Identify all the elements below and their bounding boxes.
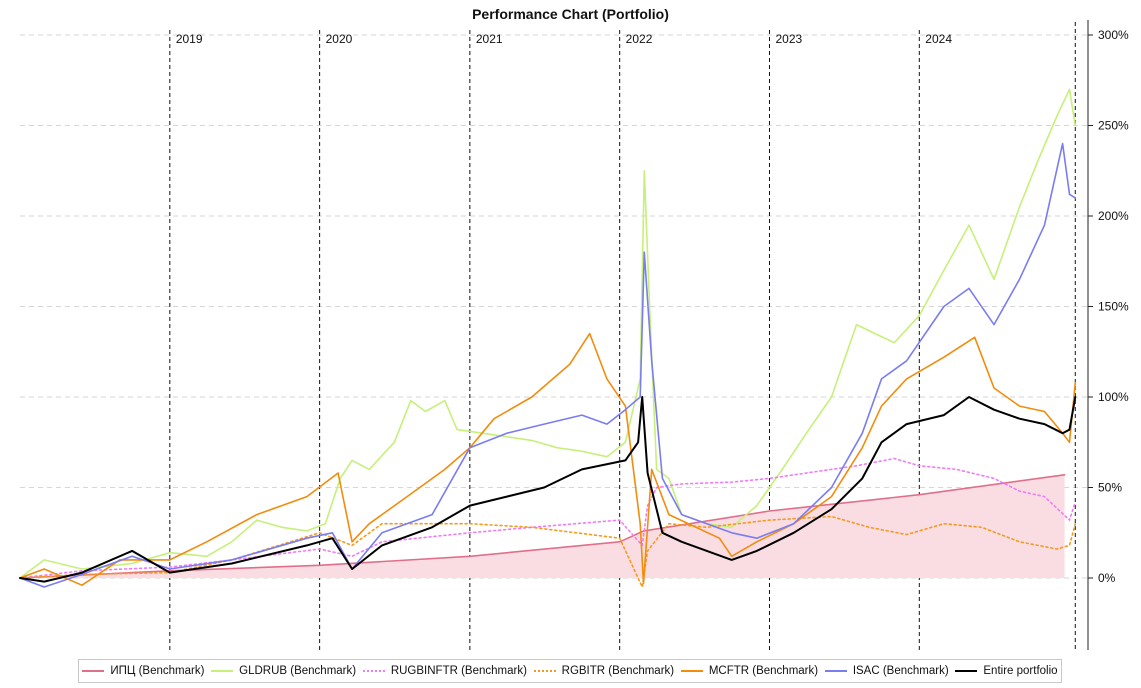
y-tick-label: 100%	[1098, 390, 1129, 404]
series-line	[19, 396, 1077, 583]
series-line	[19, 332, 1077, 586]
legend-swatch	[82, 670, 105, 672]
area-fill-layer	[20, 474, 1065, 578]
legend-swatch	[211, 670, 234, 672]
series-line	[19, 142, 1077, 588]
series-fill	[20, 474, 1065, 578]
legend-swatch	[955, 670, 978, 672]
legend-item: ИПЦ (Benchmark)	[82, 665, 204, 677]
year-label: 2022	[626, 32, 653, 46]
year-label: 2023	[775, 32, 802, 46]
series-line	[19, 457, 1077, 579]
legend-swatch	[362, 670, 385, 672]
performance-chart: 2019 2020 2021 2022 2023 2024 0% 50% 100% 150% 20…	[19, 20, 1129, 650]
legend-item: RUGBINFTR (Benchmark)	[362, 665, 527, 677]
y-tick-label: 300%	[1098, 28, 1129, 42]
y-tick-label: 50%	[1098, 481, 1122, 495]
legend-label: MCFTR (Benchmark)	[708, 665, 819, 677]
series-line	[19, 474, 1066, 579]
year-label: 2019	[176, 32, 203, 46]
y-tick-label: 150%	[1098, 300, 1129, 314]
y-tick-label: 250%	[1098, 119, 1129, 133]
legend-label: RGBITR (Benchmark)	[561, 665, 675, 677]
legend-swatch	[533, 670, 556, 672]
legend-label: RUGBINFTR (Benchmark)	[390, 665, 527, 677]
y-axis: 0% 50% 100% 150% 200% 250% 300%	[1087, 20, 1129, 650]
legend-item: MCFTR (Benchmark)	[680, 665, 819, 677]
legend-label: ISAC (Benchmark)	[852, 665, 949, 677]
legend: ИПЦ (Benchmark) GLDRUB (Benchmark) RUGBINF…	[78, 659, 1062, 683]
legend-label: ИПЦ (Benchmark)	[110, 665, 205, 677]
year-label: 2020	[326, 32, 353, 46]
legend-label: GLDRUB (Benchmark)	[239, 665, 357, 677]
year-markers: 2019 2020 2021 2022 2023 2024	[169, 22, 1076, 650]
series-line	[19, 515, 1077, 588]
legend-item: ISAC (Benchmark)	[824, 665, 949, 677]
y-tick-label: 200%	[1098, 209, 1129, 223]
legend-swatch	[824, 670, 847, 672]
year-label: 2021	[476, 32, 503, 46]
legend-swatch	[680, 670, 703, 672]
chart-title: Performance Chart (Portfolio)	[472, 6, 669, 22]
legend-item: RGBITR (Benchmark)	[533, 665, 675, 677]
series-layer	[19, 88, 1077, 588]
legend-item: GLDRUB (Benchmark)	[211, 665, 356, 677]
year-label: 2024	[925, 32, 952, 46]
y-tick-label: 0%	[1098, 571, 1116, 585]
series-line	[19, 88, 1077, 579]
legend-item: Entire portfolio	[955, 665, 1058, 677]
legend-label: Entire portfolio	[983, 665, 1058, 677]
